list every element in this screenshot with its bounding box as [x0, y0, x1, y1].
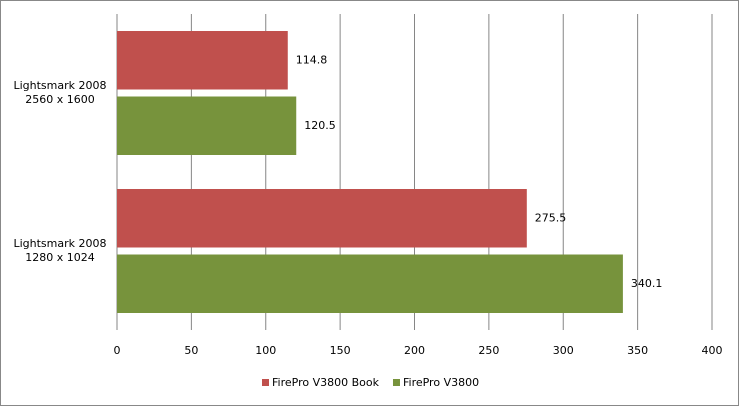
bar: [117, 254, 623, 313]
bar: [117, 31, 288, 90]
x-tick-label: 150: [330, 344, 351, 357]
x-tick-label: 400: [702, 344, 723, 357]
y-tick-label: Lightsmark 2008 1280 x 1024: [13, 237, 106, 264]
x-tick-label: 100: [255, 344, 276, 357]
data-label: 120.5: [304, 119, 336, 132]
x-tick-label: 200: [404, 344, 425, 357]
x-tick-label: 300: [553, 344, 574, 357]
legend-swatch: [392, 379, 400, 386]
legend-label: FirePro V3800 Book: [272, 376, 380, 389]
bar: [117, 189, 527, 248]
data-label: 340.1: [631, 277, 663, 290]
data-label: 114.8: [296, 53, 328, 66]
x-tick-label: 350: [627, 344, 648, 357]
data-label: 275.5: [535, 211, 567, 224]
legend-swatch: [262, 379, 269, 386]
y-tick-label: Lightsmark 2008 2560 x 1600: [13, 79, 106, 106]
x-tick-label: 50: [184, 344, 198, 357]
bar: [117, 96, 297, 155]
x-tick-label: 250: [478, 344, 499, 357]
legend-label: FirePro V3800: [403, 376, 479, 389]
x-tick-label: 0: [114, 344, 121, 357]
